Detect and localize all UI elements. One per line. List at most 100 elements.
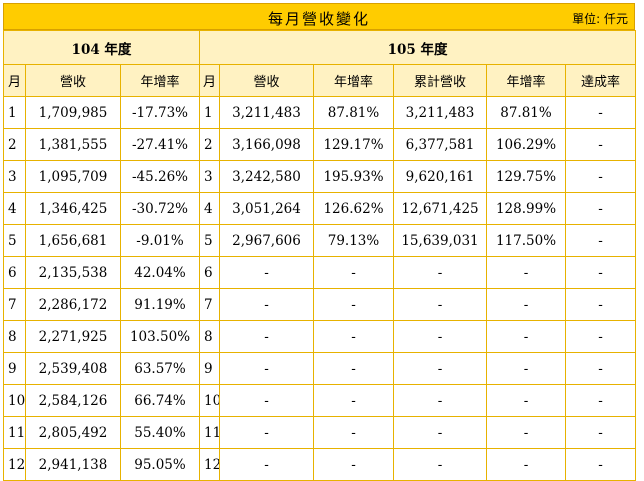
table-row: 5 1,656,681 -9.01% 5 2,967,606 79.13% 15,639,0… [3, 224, 637, 257]
revenue-104-cell: 2,584,126 [25, 384, 121, 417]
revenue-panel: 每月營收變化 單位: 仟元 104 年度 105 年度 月 營收 年增率 月 營… [3, 3, 637, 481]
revenue-105-cell: 3,051,264 [219, 192, 314, 225]
month-cell: 12 [3, 448, 26, 481]
month-105-cell: 7 [199, 288, 220, 321]
year-header-row: 104 年度 105 年度 [3, 30, 637, 65]
revenue-104-cell: 1,381,555 [25, 128, 121, 161]
yoy-105-cell: - [313, 320, 394, 353]
yoy-104-cell: 55.40% [120, 416, 200, 449]
month-cell: 8 [3, 320, 26, 353]
revenue-104-cell: 2,941,138 [25, 448, 121, 481]
achievement-cell: - [564, 448, 637, 481]
table-row: 4 1,346,425 -30.72% 4 3,051,264 126.62% 12,671… [3, 192, 637, 225]
cumulative-cell: - [393, 416, 487, 449]
achievement-cell: - [564, 320, 637, 353]
yoy-104-cell: 66.74% [120, 384, 200, 417]
month-105-cell: 2 [199, 128, 220, 161]
col-month: 月 [3, 64, 26, 97]
table-row: 8 2,271,925 103.50% 8- - - - - [3, 320, 637, 353]
revenue-105-cell: 3,166,098 [219, 128, 314, 161]
month-105-cell: 1 [199, 96, 220, 129]
month-105-cell: 5 [199, 224, 220, 257]
cum-yoy-cell: - [486, 352, 566, 385]
achievement-cell: - [564, 96, 637, 129]
col-revenue-105: 營收 [219, 64, 314, 97]
revenue-105-cell: - [219, 448, 314, 481]
month-105-cell: 12 [199, 448, 220, 481]
yoy-105-cell: - [313, 416, 394, 449]
revenue-table: 104 年度 105 年度 月 營收 年增率 月 營收 年增率 累計營收 年增率… [3, 30, 637, 481]
month-105-cell: 9 [199, 352, 220, 385]
page-title: 每月營收變化 [267, 10, 370, 28]
revenue-104-cell: 1,095,709 [25, 160, 121, 193]
yoy-104-cell: -9.01% [120, 224, 200, 257]
cum-yoy-cell: - [486, 256, 566, 289]
month-105-cell: 11 [199, 416, 220, 449]
month-cell: 1 [3, 96, 26, 129]
revenue-104-cell: 1,346,425 [25, 192, 121, 225]
yoy-104-cell: 91.19% [120, 288, 200, 321]
cumulative-cell: 3,211,483 [393, 96, 487, 129]
col-cumulative: 累計營收 [393, 64, 487, 97]
cumulative-cell: - [393, 256, 487, 289]
year-104-header: 104 年度 [3, 30, 200, 65]
month-cell: 5 [3, 224, 26, 257]
table-row: 11 2,805,492 55.40% 11- - - - - [3, 416, 637, 449]
yoy-105-cell: 195.93% [313, 160, 394, 193]
month-105-cell: 3 [199, 160, 220, 193]
yoy-105-cell: 87.81% [313, 96, 394, 129]
revenue-105-cell: - [219, 256, 314, 289]
cum-yoy-cell: 106.29% [486, 128, 566, 161]
achievement-cell: - [564, 192, 637, 225]
cumulative-cell: - [393, 384, 487, 417]
achievement-cell: - [564, 160, 637, 193]
month-105-cell: 10 [199, 384, 220, 417]
cumulative-cell: - [393, 448, 487, 481]
revenue-105-cell: - [219, 352, 314, 385]
yoy-104-cell: 95.05% [120, 448, 200, 481]
month-cell: 4 [3, 192, 26, 225]
month-cell: 2 [3, 128, 26, 161]
cumulative-cell: - [393, 320, 487, 353]
cum-yoy-cell: - [486, 416, 566, 449]
month-cell: 11 [3, 416, 26, 449]
table-row: 2 1,381,555 -27.41% 2 3,166,098 129.17% 6,377,… [3, 128, 637, 161]
revenue-104-cell: 2,286,172 [25, 288, 121, 321]
yoy-104-cell: 103.50% [120, 320, 200, 353]
revenue-105-cell: - [219, 416, 314, 449]
cum-yoy-cell: 87.81% [486, 96, 566, 129]
yoy-104-cell: 63.57% [120, 352, 200, 385]
month-cell: 9 [3, 352, 26, 385]
column-header-row: 月 營收 年增率 月 營收 年增率 累計營收 年增率 達成率 [3, 64, 637, 97]
yoy-105-cell: - [313, 352, 394, 385]
yoy-105-cell: - [313, 384, 394, 417]
table-row: 7 2,286,172 91.19% 7- - - - - [3, 288, 637, 321]
yoy-104-cell: 42.04% [120, 256, 200, 289]
cum-yoy-cell: - [486, 320, 566, 353]
title-bar: 每月營收變化 單位: 仟元 [3, 3, 635, 30]
cum-yoy-cell: - [486, 384, 566, 417]
revenue-105-cell: 2,967,606 [219, 224, 314, 257]
achievement-cell: - [564, 384, 637, 417]
yoy-105-cell: - [313, 448, 394, 481]
col-achievement: 達成率 [564, 64, 637, 97]
col-cum-yoy: 年增率 [486, 64, 566, 97]
col-yoy-104: 年增率 [120, 64, 200, 97]
month-105-cell: 6 [199, 256, 220, 289]
month-105-cell: 8 [199, 320, 220, 353]
col-yoy-105: 年增率 [313, 64, 394, 97]
cum-yoy-cell: 129.75% [486, 160, 566, 193]
achievement-cell: - [564, 416, 637, 449]
yoy-105-cell: 79.13% [313, 224, 394, 257]
achievement-cell: - [564, 352, 637, 385]
revenue-105-cell: 3,211,483 [219, 96, 314, 129]
month-cell: 6 [3, 256, 26, 289]
table-row: 12 2,941,138 95.05% 12- - - - - [3, 448, 637, 481]
yoy-105-cell: 126.62% [313, 192, 394, 225]
cumulative-cell: - [393, 288, 487, 321]
table-row: 9 2,539,408 63.57% 9- - - - - [3, 352, 637, 385]
cumulative-cell: 12,671,425 [393, 192, 487, 225]
cumulative-cell: 15,639,031 [393, 224, 487, 257]
yoy-104-cell: -45.26% [120, 160, 200, 193]
achievement-cell: - [564, 128, 637, 161]
